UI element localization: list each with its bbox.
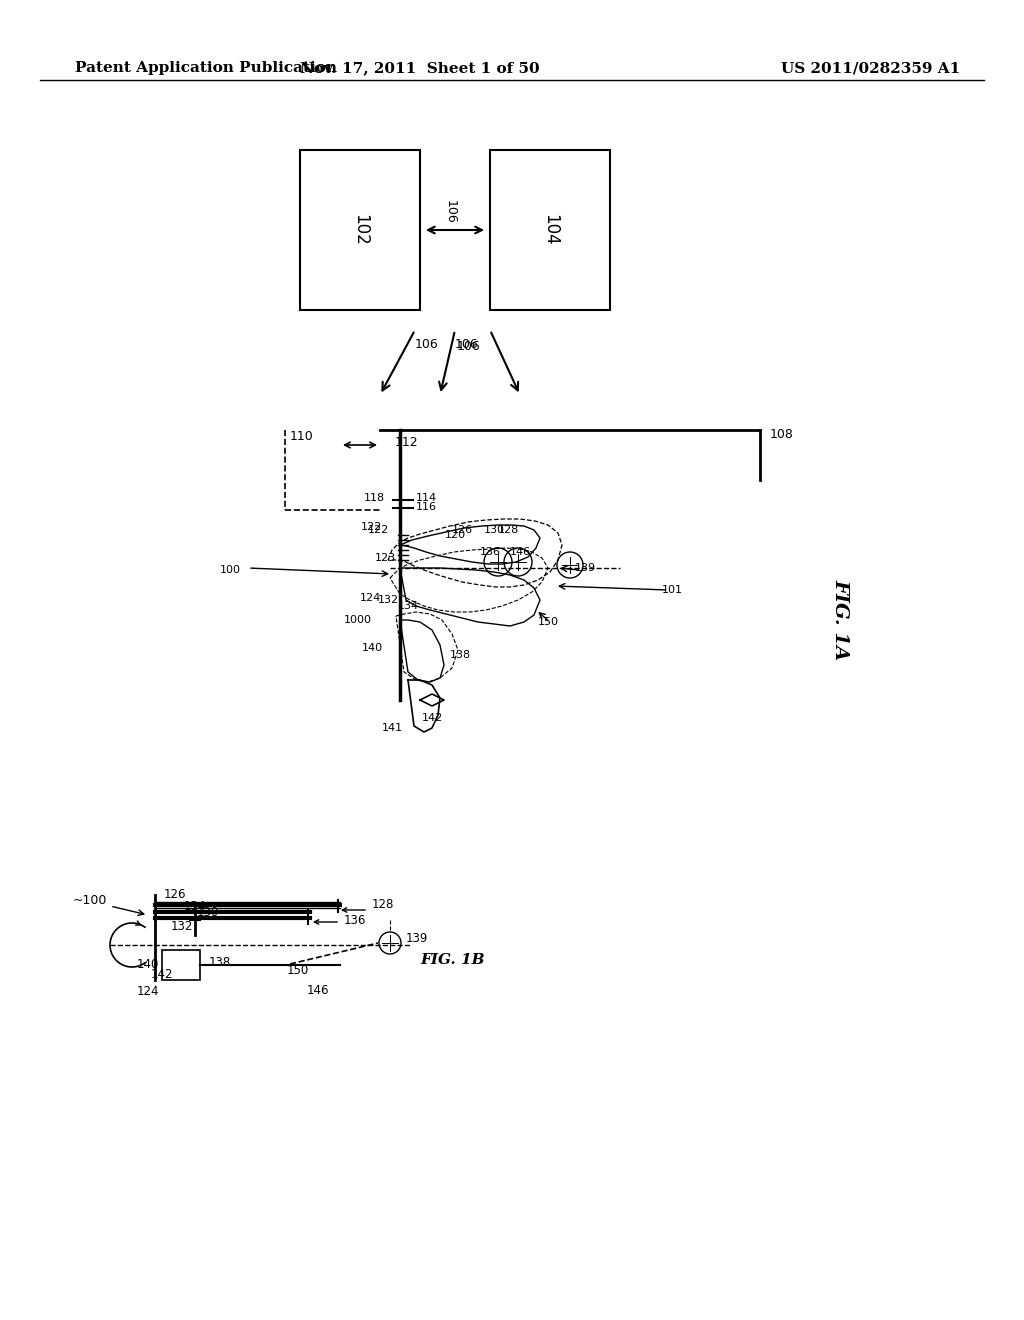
Text: ~100: ~100 — [73, 894, 108, 907]
Text: 142: 142 — [421, 713, 442, 723]
Text: 122: 122 — [360, 521, 382, 532]
Text: 100: 100 — [219, 565, 241, 576]
Text: 134: 134 — [184, 900, 206, 913]
Text: 106: 106 — [455, 338, 479, 351]
Text: 138: 138 — [209, 956, 231, 969]
Text: 104: 104 — [541, 214, 559, 246]
Text: 101: 101 — [662, 585, 683, 595]
Text: 123: 123 — [375, 553, 395, 564]
Text: 126: 126 — [452, 525, 472, 535]
Text: 118: 118 — [364, 492, 385, 503]
Text: 140: 140 — [361, 643, 383, 653]
Text: 138: 138 — [450, 649, 471, 660]
Text: 106: 106 — [457, 341, 480, 354]
Text: FIG. 1B: FIG. 1B — [420, 953, 484, 968]
Text: 134: 134 — [397, 601, 419, 611]
Text: Patent Application Publication: Patent Application Publication — [75, 61, 337, 75]
Text: 124: 124 — [137, 985, 160, 998]
Text: 1000: 1000 — [344, 615, 372, 624]
FancyBboxPatch shape — [300, 150, 420, 310]
Text: Nov. 17, 2011  Sheet 1 of 50: Nov. 17, 2011 Sheet 1 of 50 — [300, 61, 540, 75]
Text: 139: 139 — [574, 564, 596, 573]
Text: 116: 116 — [416, 502, 437, 512]
Text: 114: 114 — [416, 492, 437, 503]
Text: 146: 146 — [509, 546, 530, 557]
Text: 146: 146 — [307, 983, 330, 997]
Text: 124: 124 — [359, 593, 381, 603]
Text: 150: 150 — [538, 616, 558, 627]
Text: 106: 106 — [443, 201, 457, 224]
Text: US 2011/0282359 A1: US 2011/0282359 A1 — [780, 61, 961, 75]
Text: 141: 141 — [381, 723, 402, 733]
Text: 140: 140 — [137, 958, 159, 972]
Text: 142: 142 — [151, 969, 173, 982]
Text: 112: 112 — [395, 437, 419, 450]
Text: 136: 136 — [479, 546, 501, 557]
Text: 128: 128 — [498, 525, 518, 535]
Text: 130: 130 — [483, 525, 505, 535]
Text: 132: 132 — [378, 595, 398, 605]
FancyBboxPatch shape — [490, 150, 610, 310]
Text: 136: 136 — [344, 913, 367, 927]
Text: 108: 108 — [770, 429, 794, 441]
Text: 150: 150 — [287, 964, 309, 977]
Text: 110: 110 — [290, 430, 313, 444]
Text: 128: 128 — [372, 899, 394, 912]
FancyBboxPatch shape — [162, 950, 200, 979]
Text: FIG. 1A: FIG. 1A — [831, 579, 849, 660]
Text: 106: 106 — [415, 338, 438, 351]
Text: 126: 126 — [164, 888, 186, 902]
Text: 120: 120 — [444, 531, 466, 540]
Text: 139: 139 — [406, 932, 428, 945]
Text: 130: 130 — [197, 907, 219, 920]
Text: 102: 102 — [351, 214, 369, 246]
Text: 122: 122 — [368, 525, 389, 535]
Text: 132: 132 — [171, 920, 194, 933]
